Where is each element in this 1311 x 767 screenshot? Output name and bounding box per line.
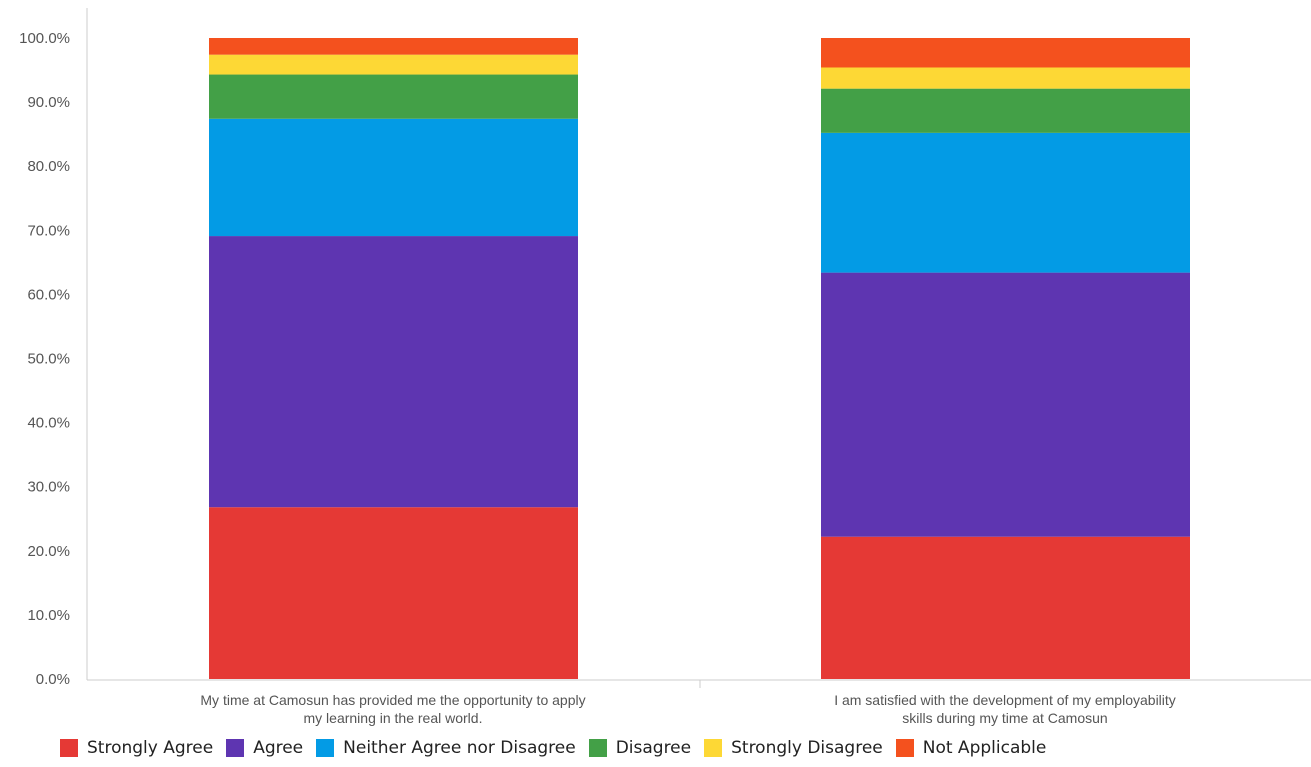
legend-label: Disagree: [616, 738, 691, 758]
bar-segment-disagree: [821, 89, 1190, 133]
legend-label: Neither Agree nor Disagree: [343, 738, 576, 758]
legend-swatch: [316, 739, 334, 757]
bar-segment-agree: [209, 236, 578, 507]
legend-item: Disagree: [589, 738, 691, 758]
x-category-label: skills during my time at Camosun: [902, 710, 1107, 726]
legend-swatch: [896, 739, 914, 757]
bar-segment-strongly-agree: [821, 537, 1190, 679]
x-category-label: my learning in the real world.: [304, 710, 483, 726]
legend-item: Strongly Disagree: [704, 738, 883, 758]
y-tick-label: 90.0%: [27, 94, 70, 111]
x-category-label: My time at Camosun has provided me the o…: [200, 692, 585, 708]
bar-segment-disagree: [209, 75, 578, 119]
y-tick-label: 30.0%: [27, 479, 70, 496]
y-tick-label: 80.0%: [27, 158, 70, 175]
bar-segment-not-applicable: [209, 38, 578, 55]
y-tick-label: 60.0%: [27, 286, 70, 303]
y-tick-label: 20.0%: [27, 543, 70, 560]
legend-item: Agree: [226, 738, 303, 758]
bar-segment-neither-agree-nor-disagree: [821, 133, 1190, 273]
legend-swatch: [226, 739, 244, 757]
y-tick-label: 70.0%: [27, 222, 70, 239]
bars: [209, 38, 1190, 679]
bar-segment-strongly-disagree: [821, 67, 1190, 88]
legend-item: Strongly Agree: [60, 738, 213, 758]
y-tick-label: 100.0%: [19, 30, 70, 47]
y-tick-label: 50.0%: [27, 351, 70, 368]
legend-label: Strongly Agree: [87, 738, 213, 758]
legend-label: Agree: [253, 738, 303, 758]
x-axis-category-labels: My time at Camosun has provided me the o…: [200, 692, 1175, 726]
bar-segment-strongly-agree: [209, 507, 578, 679]
bar-segment-agree: [821, 273, 1190, 537]
bar-segment-not-applicable: [821, 38, 1190, 67]
y-tick-label: 40.0%: [27, 415, 70, 432]
x-category-label: I am satisfied with the development of m…: [834, 692, 1176, 708]
legend-swatch: [704, 739, 722, 757]
legend-item: Not Applicable: [896, 738, 1047, 758]
legend-swatch: [589, 739, 607, 757]
y-axis-ticks: 0.0% 10.0% 20.0% 30.0% 40.0% 50.0% 60.0% 70.0% 8…: [19, 30, 70, 688]
legend-swatch: [60, 739, 78, 757]
bar-segment-strongly-disagree: [209, 55, 578, 75]
y-tick-label: 10.0%: [27, 607, 70, 624]
legend-label: Not Applicable: [923, 738, 1047, 758]
legend-label: Strongly Disagree: [731, 738, 883, 758]
bar-segment-neither-agree-nor-disagree: [209, 119, 578, 236]
y-tick-label: 0.0%: [36, 671, 70, 688]
legend: Strongly Agree Agree Neither Agree nor Dis…: [60, 738, 1059, 758]
legend-item: Neither Agree nor Disagree: [316, 738, 576, 758]
